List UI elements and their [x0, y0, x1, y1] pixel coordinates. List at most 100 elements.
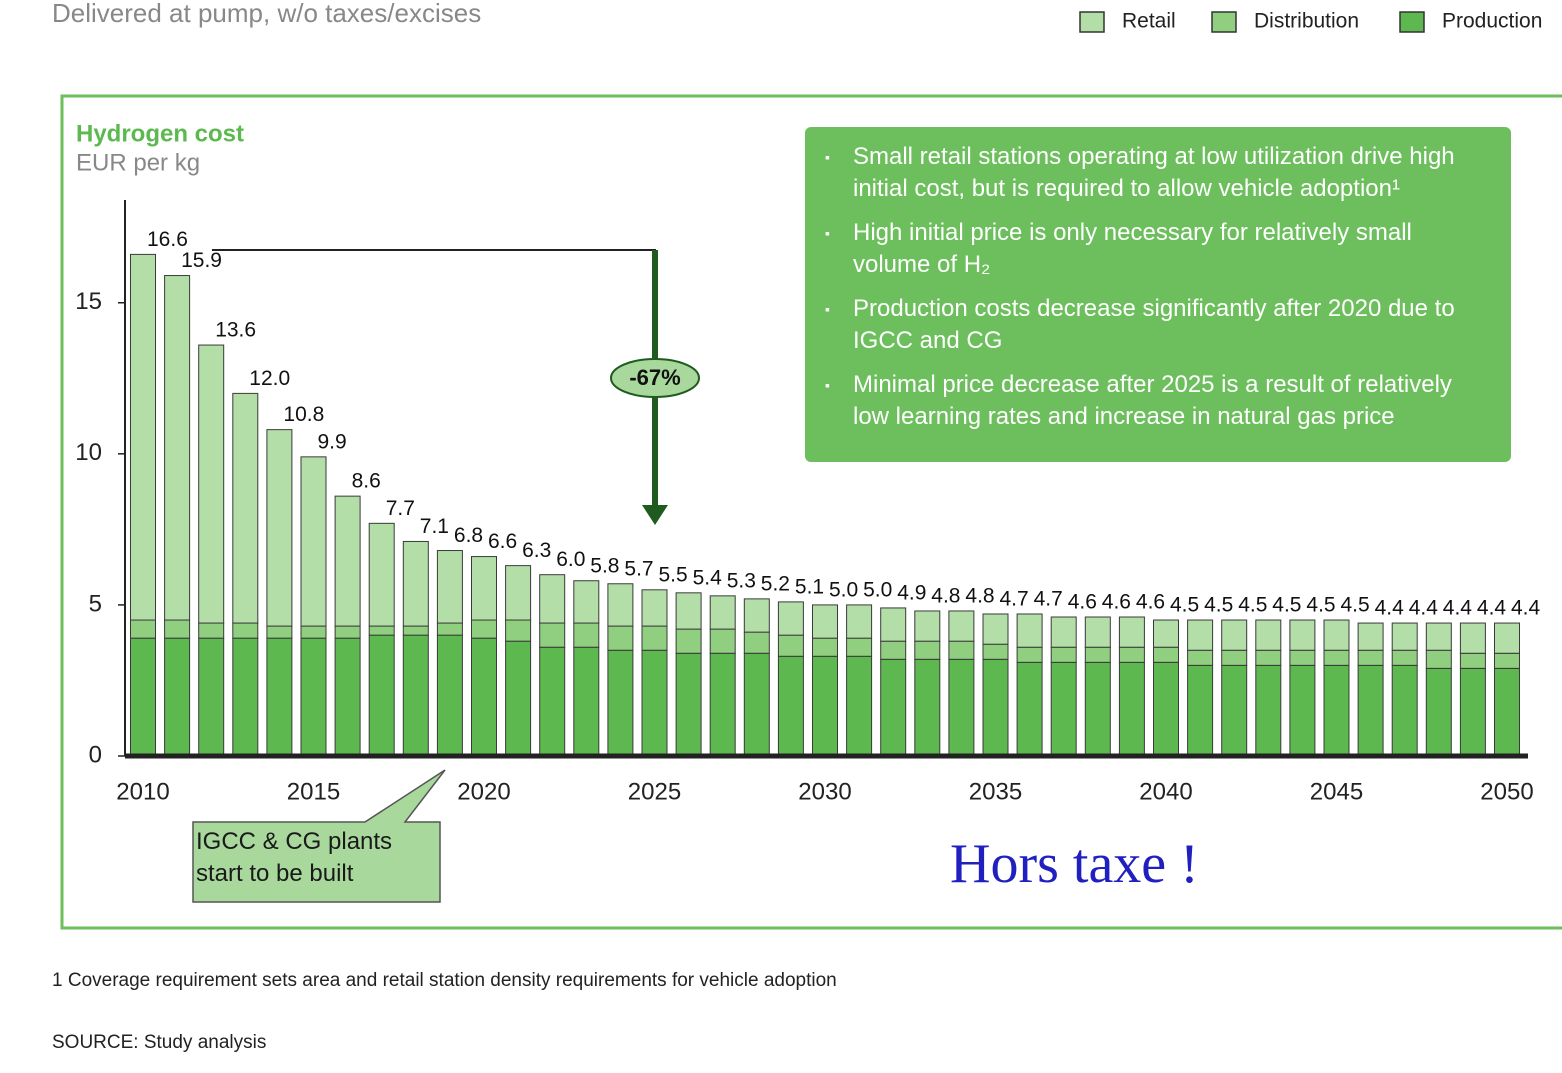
bar-segment: [505, 640, 532, 757]
bar-segment: [266, 429, 293, 627]
bar-segment: [777, 601, 804, 636]
bar-segment: [334, 625, 361, 639]
bar-segment: [675, 652, 702, 757]
bar-segment: [1425, 622, 1452, 651]
total-label: 4.5: [1306, 594, 1335, 617]
bar-segment: [130, 619, 156, 639]
bar-segment: [1323, 619, 1350, 651]
bar-segment: [675, 628, 702, 654]
bar-segment: [368, 522, 395, 627]
bar-segment: [1323, 664, 1350, 757]
total-label: 4.4: [1375, 597, 1405, 620]
bar-segment: [607, 649, 634, 757]
total-label: 9.9: [318, 430, 347, 453]
x-tick-label: 2020: [457, 778, 510, 805]
total-label: 4.6: [1102, 591, 1131, 614]
total-label: 4.7: [1034, 588, 1063, 611]
bar-segment: [1357, 622, 1384, 651]
bar-segment: [1050, 661, 1077, 757]
bar-segment: [1255, 649, 1282, 666]
chart-title: Hydrogen cost: [76, 120, 244, 147]
bar-segment: [1187, 619, 1214, 651]
arrow-head: [642, 505, 668, 525]
x-tick-label: 2035: [969, 778, 1022, 805]
y-tick-label: 15: [75, 288, 102, 315]
total-label: 4.6: [1136, 591, 1165, 614]
total-label: 4.4: [1409, 597, 1439, 620]
bar-segment: [1494, 622, 1520, 654]
plot: 0 5 10 15 16.6 2010 15.9 13.6 12.0 10.8 9.9 2015 8.6…: [75, 200, 1541, 805]
bar-segment: [1459, 667, 1486, 757]
bar-segment: [777, 655, 804, 757]
bar-segment: [914, 640, 941, 660]
bar-segment: [1255, 664, 1282, 757]
bar-segment: [709, 628, 736, 654]
handwritten-note: Hors taxe !: [950, 833, 1199, 895]
total-label: 8.6: [352, 470, 381, 493]
bar-segment: [607, 583, 634, 627]
total-label: 5.5: [659, 563, 688, 586]
total-label: 4.5: [1272, 594, 1301, 617]
x-tick-label: 2025: [628, 778, 681, 805]
source: SOURCE: Study analysis: [52, 1032, 267, 1053]
bar-segment: [812, 637, 838, 657]
bar-segment: [1391, 649, 1418, 666]
bar-segment: [1050, 616, 1077, 648]
total-label: 4.5: [1238, 594, 1267, 617]
total-label: 4.5: [1341, 594, 1370, 617]
bar-segment: [164, 637, 191, 757]
total-label: 5.7: [624, 557, 653, 580]
y-tick-label: 0: [89, 741, 102, 768]
legend-label: Retail: [1122, 10, 1176, 33]
bar-segment: [436, 634, 463, 757]
bar-segment: [1084, 616, 1111, 648]
note: High initial price is only necessary for…: [825, 217, 1491, 281]
bar-segment: [982, 613, 1009, 645]
bar-segment: [130, 253, 156, 621]
total-label: 10.8: [283, 403, 324, 426]
bar-segment: [982, 658, 1009, 757]
total-label: 6.8: [454, 524, 483, 547]
total-label: 7.7: [386, 497, 415, 520]
bar-segment: [539, 574, 566, 624]
bar-segment: [948, 640, 975, 660]
bar-segment: [948, 658, 975, 757]
bar-segment: [505, 565, 532, 621]
bar-segment: [1016, 613, 1043, 648]
legend-swatch: [1399, 11, 1425, 33]
total-label: 12.0: [249, 367, 290, 390]
bar-segment: [402, 540, 429, 627]
bar-segment: [164, 619, 191, 639]
bar-segment: [846, 604, 873, 639]
bar-segment: [232, 392, 259, 624]
y-tick-label: 10: [75, 439, 102, 466]
bar-segment: [436, 550, 463, 624]
total-label: 16.6: [147, 228, 188, 251]
bar-segment: [1391, 622, 1418, 651]
bar-segment: [1118, 616, 1145, 648]
bar-segment: [846, 637, 873, 657]
bar-segment: [300, 637, 327, 757]
bar-segment: [334, 637, 361, 757]
bar-segment: [641, 649, 668, 757]
bar-segment: [1494, 652, 1520, 669]
bar-segment: [607, 625, 634, 651]
bar-segment: [232, 622, 259, 639]
bar-segment: [198, 637, 225, 757]
bar-segment: [1016, 661, 1043, 757]
bar-segment: [1187, 649, 1214, 666]
legend-label: Distribution: [1254, 10, 1359, 33]
x-tick-label: 2050: [1480, 778, 1533, 805]
bar-segment: [198, 622, 225, 639]
bar-segment: [846, 655, 873, 757]
bar-segment: [334, 495, 361, 627]
bar-segment: [1084, 646, 1111, 663]
y-axis-label: EUR per kg: [76, 149, 200, 176]
bar-segment: [539, 622, 566, 648]
bar-segment: [880, 640, 907, 660]
bar-segment: [641, 625, 668, 651]
note: Production costs decrease significantly …: [825, 293, 1491, 357]
x-tick-label: 2010: [116, 778, 169, 805]
bar-segment: [982, 643, 1009, 660]
